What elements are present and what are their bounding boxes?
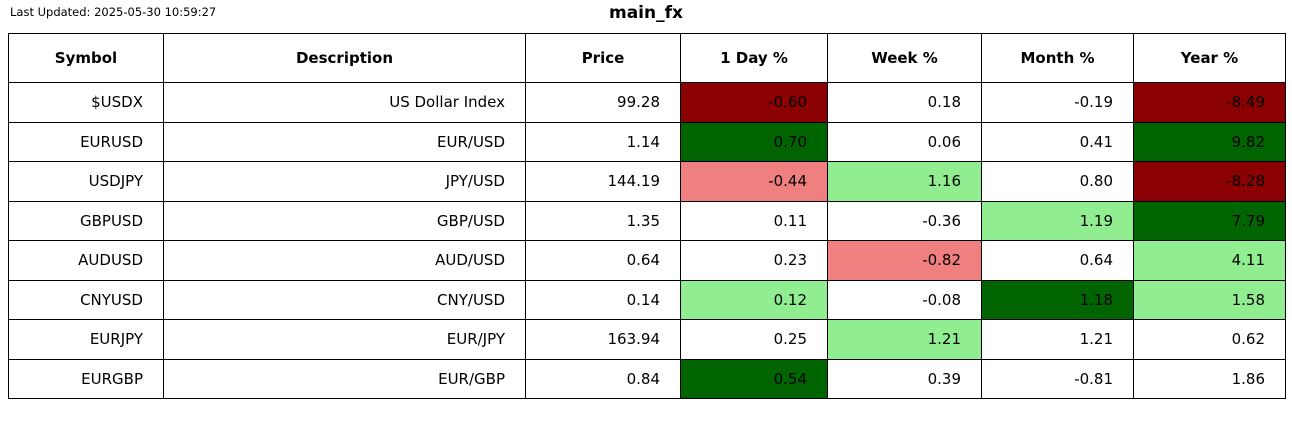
description-cell: US Dollar Index: [163, 82, 526, 123]
price-cell: 1.14: [525, 121, 681, 162]
month-pct-cell: -0.81: [981, 358, 1134, 399]
description-cell: EUR/JPY: [163, 319, 526, 360]
symbol-cell: GBPUSD: [8, 200, 164, 241]
week-pct-cell: 1.16: [827, 161, 982, 202]
table-row: AUDUSD AUD/USD 0.64 0.23 -0.82 0.64 4.11: [8, 240, 1286, 281]
price-cell: 144.19: [525, 161, 681, 202]
symbol-cell: AUDUSD: [8, 240, 164, 281]
table-row: USDJPY JPY/USD 144.19 -0.44 1.16 0.80 -8.28: [8, 161, 1286, 202]
price-cell: 0.64: [525, 240, 681, 281]
year-pct-cell: -8.28: [1133, 161, 1286, 202]
table-body: $USDX US Dollar Index 99.28 -0.60 0.18 -0.19-…: [8, 82, 1286, 399]
month-pct-cell: -0.19: [981, 82, 1134, 123]
table-row: EURJPY EUR/JPY 163.94 0.25 1.21 1.21 0.62: [8, 319, 1286, 360]
year-pct-cell: 1.58: [1133, 279, 1286, 320]
description-cell: EUR/USD: [163, 121, 526, 162]
symbol-cell: EURJPY: [8, 319, 164, 360]
page-title: main_fx: [609, 3, 683, 23]
table-row: $USDX US Dollar Index 99.28 -0.60 0.18 -0.19-…: [8, 82, 1286, 123]
price-cell: 163.94: [525, 319, 681, 360]
fx-table: Symbol Description Price 1 Day % Week % Month…: [8, 33, 1286, 399]
day-pct-cell: -0.60: [680, 82, 828, 123]
year-pct-cell: 9.82: [1133, 121, 1286, 162]
description-cell: GBP/USD: [163, 200, 526, 241]
symbol-cell: $USDX: [8, 82, 164, 123]
symbol-cell: EURUSD: [8, 121, 164, 162]
description-cell: AUD/USD: [163, 240, 526, 281]
week-pct-cell: 0.18: [827, 82, 982, 123]
week-pct-cell: 1.21: [827, 319, 982, 360]
week-pct-cell: -0.36: [827, 200, 982, 241]
column-header-price: Price: [525, 33, 681, 83]
table-row: EURGBP EUR/GBP 0.84 0.54 0.39 -0.81 1.86: [8, 358, 1286, 399]
table-row: EURUSD EUR/USD 1.14 0.70 0.06 0.41 9.82: [8, 121, 1286, 162]
column-header-month-: Month %: [981, 33, 1134, 83]
day-pct-cell: 0.11: [680, 200, 828, 241]
month-pct-cell: 1.21: [981, 319, 1134, 360]
year-pct-cell: 4.11: [1133, 240, 1286, 281]
column-header-year-: Year %: [1133, 33, 1286, 83]
last-updated-text: Last Updated: 2025-05-30 10:59:27: [10, 5, 217, 19]
day-pct-cell: 0.25: [680, 319, 828, 360]
column-header-week-: Week %: [827, 33, 982, 83]
week-pct-cell: 0.06: [827, 121, 982, 162]
column-header-symbol: Symbol: [8, 33, 164, 83]
month-pct-cell: 1.18: [981, 279, 1134, 320]
day-pct-cell: 0.12: [680, 279, 828, 320]
month-pct-cell: 0.41: [981, 121, 1134, 162]
price-cell: 1.35: [525, 200, 681, 241]
week-pct-cell: 0.39: [827, 358, 982, 399]
year-pct-cell: 1.86: [1133, 358, 1286, 399]
day-pct-cell: -0.44: [680, 161, 828, 202]
day-pct-cell: 0.70: [680, 121, 828, 162]
month-pct-cell: 1.19: [981, 200, 1134, 241]
description-cell: EUR/GBP: [163, 358, 526, 399]
day-pct-cell: 0.54: [680, 358, 828, 399]
price-cell: 99.28: [525, 82, 681, 123]
table-row: GBPUSD GBP/USD 1.35 0.11 -0.36 1.19 7.79: [8, 200, 1286, 241]
price-cell: 0.84: [525, 358, 681, 399]
week-pct-cell: -0.08: [827, 279, 982, 320]
year-pct-cell: -8.49: [1133, 82, 1286, 123]
month-pct-cell: 0.64: [981, 240, 1134, 281]
column-header-1-day-: 1 Day %: [680, 33, 828, 83]
description-cell: JPY/USD: [163, 161, 526, 202]
month-pct-cell: 0.80: [981, 161, 1134, 202]
week-pct-cell: -0.82: [827, 240, 982, 281]
column-header-description: Description: [163, 33, 526, 83]
table-row: CNYUSD CNY/USD 0.14 0.12 -0.08 1.18 1.58: [8, 279, 1286, 320]
year-pct-cell: 0.62: [1133, 319, 1286, 360]
symbol-cell: CNYUSD: [8, 279, 164, 320]
price-cell: 0.14: [525, 279, 681, 320]
day-pct-cell: 0.23: [680, 240, 828, 281]
description-cell: CNY/USD: [163, 279, 526, 320]
symbol-cell: EURGBP: [8, 358, 164, 399]
symbol-cell: USDJPY: [8, 161, 164, 202]
year-pct-cell: 7.79: [1133, 200, 1286, 241]
table-header-row: Symbol Description Price 1 Day % Week % Month…: [8, 33, 1286, 83]
